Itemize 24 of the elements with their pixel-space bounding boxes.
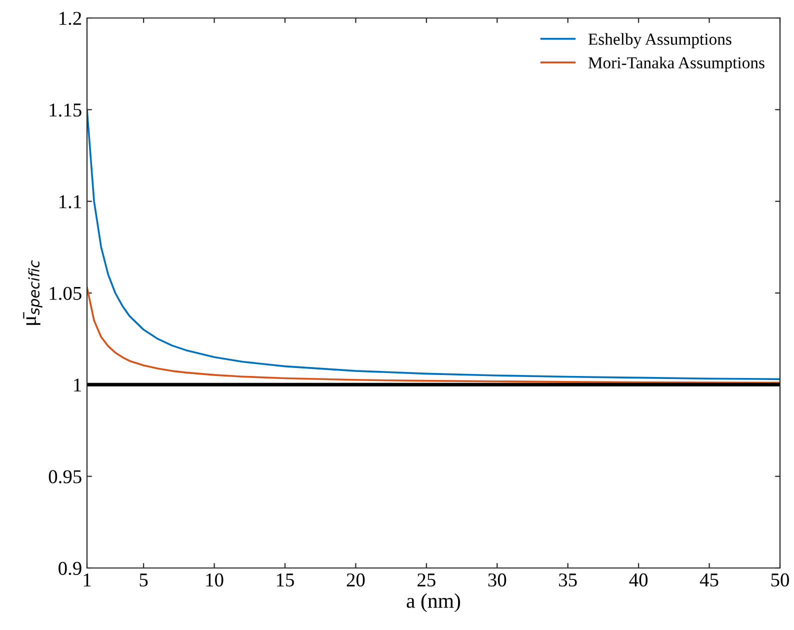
x-tick-label: 10 (206, 573, 224, 587)
x-axis-title: a (nm) (406, 593, 460, 612)
x-tick-label: 45 (700, 574, 718, 587)
y-tick-label: 1 (74, 378, 81, 392)
x-tick-label: 30 (488, 573, 506, 587)
x-tick-label: 1 (84, 574, 91, 586)
y-tick-label: 0.95 (48, 470, 82, 484)
y-tick-label: 1.2 (60, 12, 82, 26)
y-tick-label: 1.15 (50, 104, 82, 117)
line-series (87, 286, 780, 384)
legend-label: Eshelby Assumptions (588, 33, 732, 48)
x-tick-label: 40 (629, 573, 648, 587)
y-tick-label: 0.9 (58, 562, 82, 576)
x-tick-label: 35 (559, 573, 577, 587)
x-tick-label: 20 (346, 573, 365, 587)
y-tick-label: 1.05 (50, 286, 82, 300)
x-tick-label: 5 (140, 574, 148, 587)
legend-label: Mori-Tanaka Assumptions (588, 56, 764, 72)
y-axis-title: μ̄$_{specific}$ (23, 260, 42, 325)
line-series (87, 108, 780, 380)
x-tick-label: 50 (771, 573, 789, 587)
x-tick-label: 25 (418, 573, 436, 587)
y-tick-label: 1.1 (60, 195, 81, 208)
x-tick-label: 15 (276, 574, 294, 587)
